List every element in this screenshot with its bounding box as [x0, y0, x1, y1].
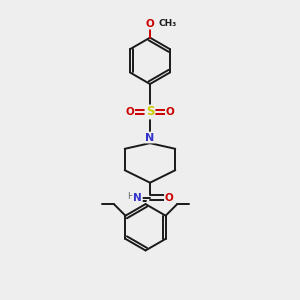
Text: O: O	[146, 19, 154, 29]
Text: N: N	[146, 133, 154, 142]
Text: N: N	[133, 193, 142, 202]
Text: CH₃: CH₃	[158, 19, 177, 28]
Text: O: O	[166, 107, 175, 117]
Text: S: S	[146, 106, 154, 118]
Text: O: O	[165, 193, 174, 202]
Text: O: O	[125, 107, 134, 117]
Text: H: H	[128, 192, 134, 201]
